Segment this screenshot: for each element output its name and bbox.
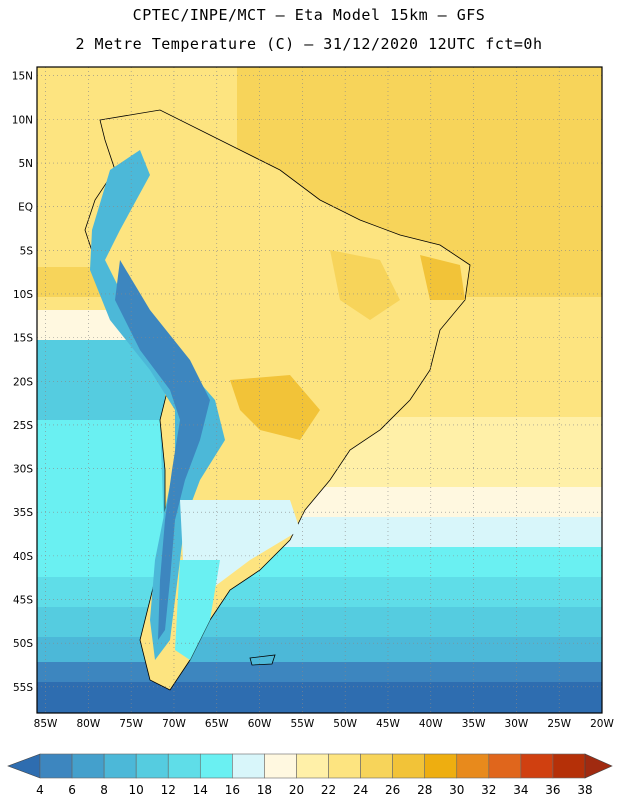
lat-label: 5S (20, 245, 34, 257)
colorbar-label: 34 (513, 783, 528, 797)
lon-label: 25W (547, 718, 571, 730)
map-frame (36, 66, 603, 714)
colorbar-swatch (167, 753, 201, 779)
lat-label: 45S (13, 595, 33, 607)
colorbar-swatch (520, 753, 554, 779)
lon-label: 50W (333, 718, 357, 730)
colorbar-label: 18 (257, 783, 272, 797)
colorbar-label: 36 (545, 783, 560, 797)
colorbar-swatch (135, 753, 169, 779)
colorbar-swatch (360, 753, 393, 779)
colorbar-label: 12 (161, 783, 176, 797)
lon-label: 40W (419, 718, 443, 730)
colorbar-label: 28 (417, 783, 432, 797)
colorbar-swatch (264, 753, 297, 779)
colorbar-arrow-left (7, 753, 41, 779)
map-title-line-2: 2 Metre Temperature (C) – 31/12/2020 12U… (75, 35, 543, 53)
lat-label: 15N (12, 71, 33, 83)
colorbar-label: 38 (577, 783, 592, 797)
colorbar-label: 16 (225, 783, 240, 797)
colorbar-swatch (296, 753, 329, 779)
colorbar-swatch (328, 753, 361, 779)
lat-label: 10N (12, 114, 33, 126)
colorbar-swatch (424, 753, 458, 779)
latitude-labels: 15N 10N 5N EQ 5S 10S 15S 20S 25S 30S 35S 40S 45S 50S 5… (12, 71, 34, 694)
colorbar-label: 24 (353, 783, 368, 797)
temperature-field (37, 67, 602, 713)
colorbar-swatch (39, 753, 73, 779)
colorbar-swatch (488, 753, 522, 779)
temperature-colorbar: 4 6 8 10 12 14 16 18 20 22 24 26 28 30 32 34 36 38 (7, 753, 613, 797)
lat-label: 55S (13, 682, 33, 694)
colorbar-swatch (392, 753, 426, 779)
colorbar-swatch (71, 753, 105, 779)
lon-label: 45W (376, 718, 400, 730)
lat-label: 50S (13, 638, 33, 650)
colorbar-arrow-right (584, 753, 613, 779)
lat-label: 20S (13, 376, 33, 388)
colorbar-label: 4 (36, 783, 44, 797)
colorbar-swatch (103, 753, 137, 779)
colorbar-swatch (456, 753, 490, 779)
longitude-labels: 85W 80W 75W 70W 65W 60W 55W 50W 45W 40W 35W 30W 25W 2… (34, 718, 615, 730)
colorbar-label: 6 (68, 783, 76, 797)
lon-label: 80W (76, 718, 100, 730)
lon-label: 70W (162, 718, 186, 730)
lat-label: 15S (13, 333, 33, 345)
lon-label: 35W (462, 718, 486, 730)
colorbar-swatch (552, 753, 586, 779)
colorbar-label: 14 (193, 783, 208, 797)
lon-label: 20W (590, 718, 614, 730)
colorbar-label: 32 (481, 783, 496, 797)
lon-label: 85W (34, 718, 58, 730)
colorbar-label: 8 (100, 783, 108, 797)
colorbar-label: 26 (385, 783, 400, 797)
lat-label: EQ (18, 202, 33, 214)
lat-label: 25S (13, 420, 33, 432)
lat-label: 10S (13, 289, 33, 301)
map-title-line-1: CPTEC/INPE/MCT – Eta Model 15km – GFS (132, 6, 486, 24)
colorbar-label: 20 (289, 783, 304, 797)
colorbar-label: 22 (321, 783, 336, 797)
lat-label: 40S (13, 551, 33, 563)
lon-label: 60W (248, 718, 272, 730)
lon-label: 55W (291, 718, 315, 730)
colorbar-label: 10 (129, 783, 144, 797)
lon-label: 75W (119, 718, 143, 730)
colorbar-label: 30 (449, 783, 464, 797)
lon-label: 65W (205, 718, 229, 730)
lat-label: 30S (13, 464, 33, 476)
lat-label: 35S (13, 507, 33, 519)
colorbar-swatch (232, 753, 265, 779)
colorbar-swatch (199, 753, 233, 779)
lon-label: 30W (505, 718, 529, 730)
lat-label: 5N (18, 158, 33, 170)
